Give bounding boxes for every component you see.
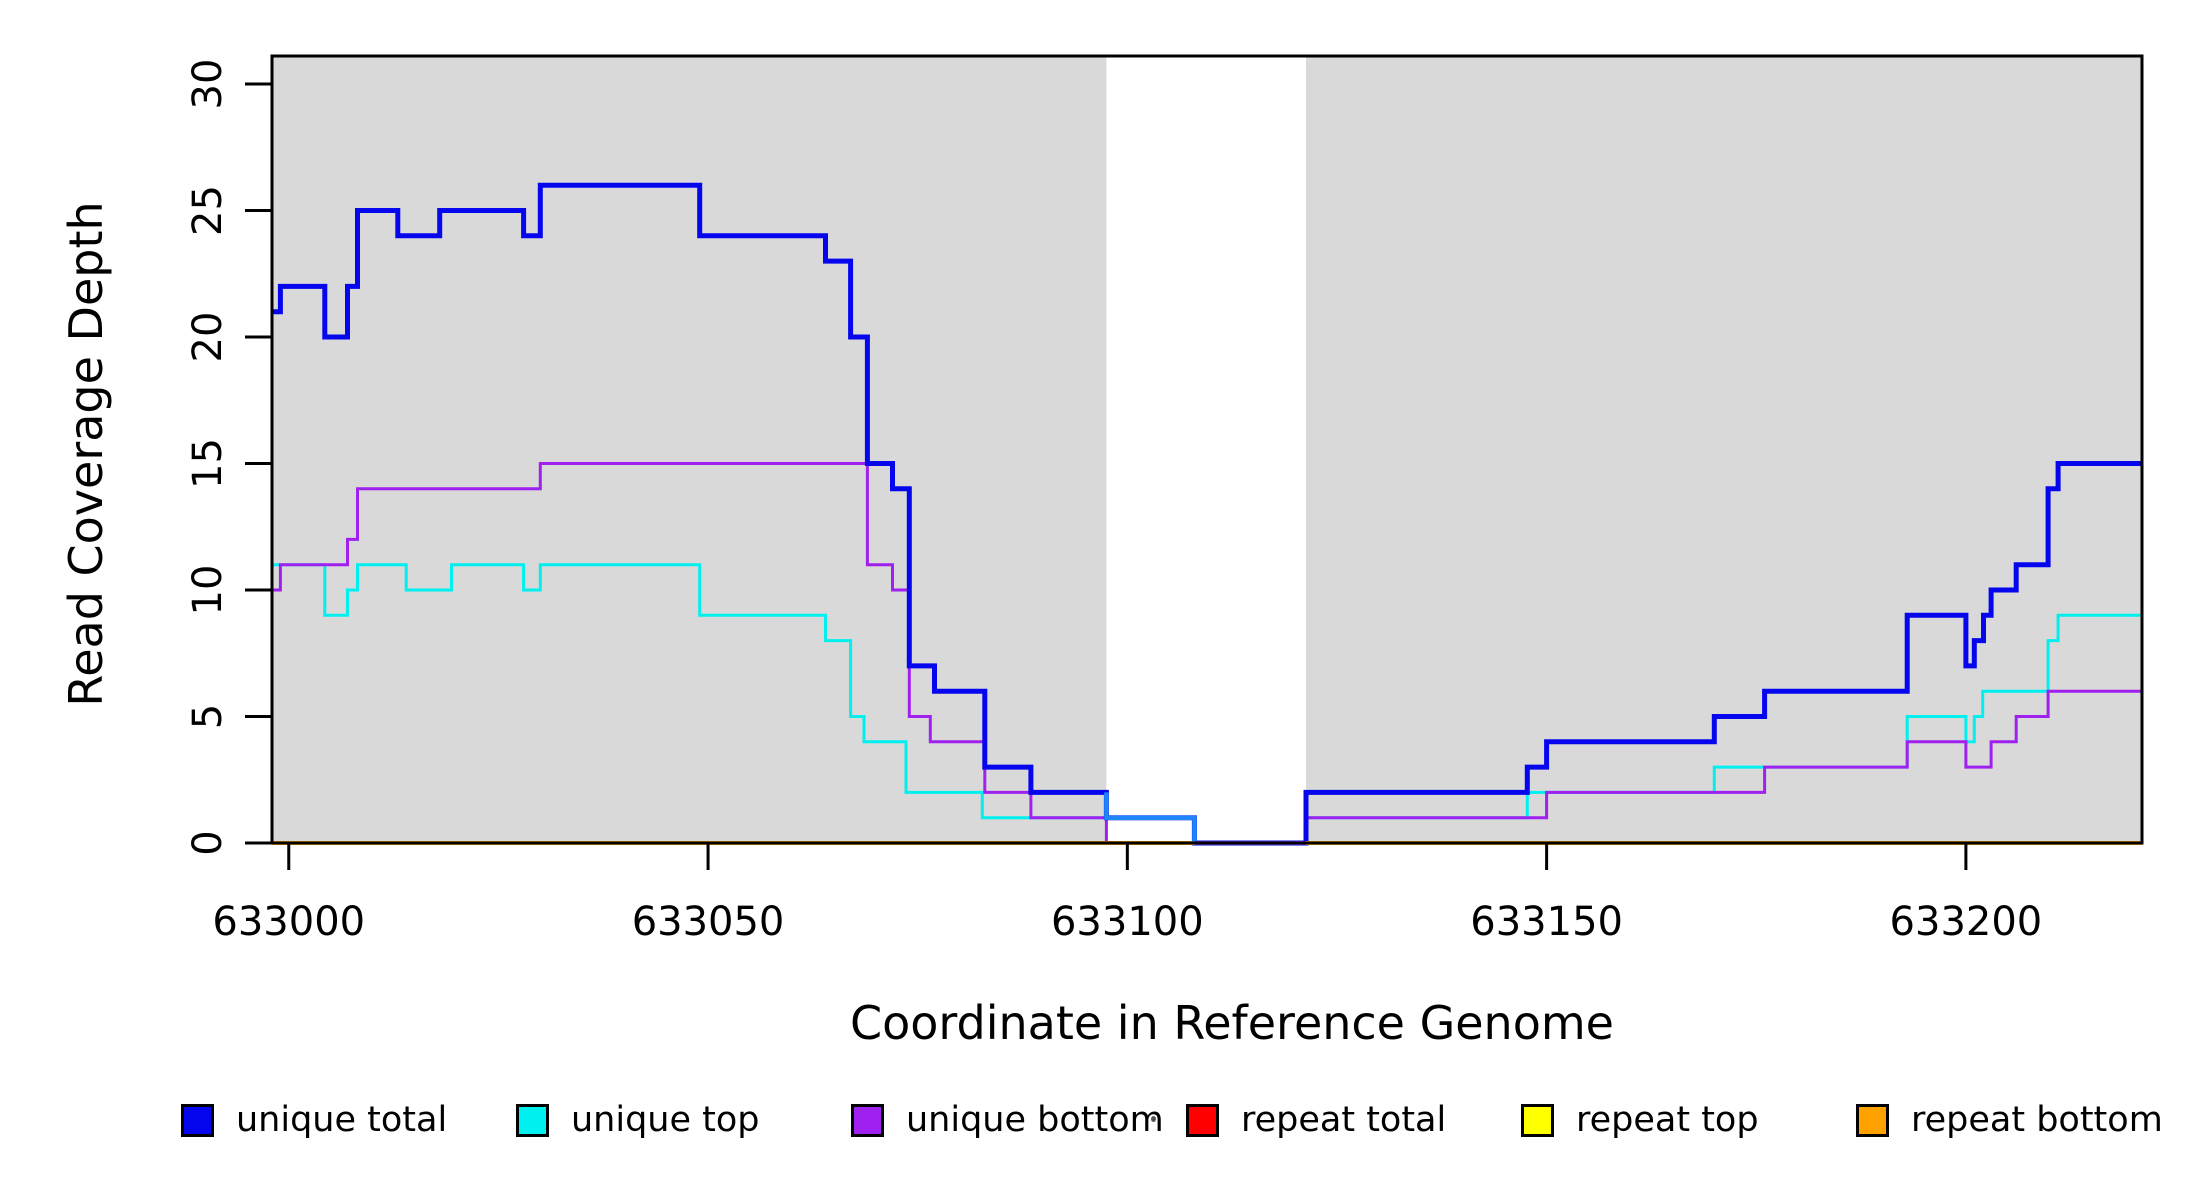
y-tick-label: 25: [185, 185, 231, 236]
y-tick-label: 5: [185, 704, 231, 729]
shaded-region: [272, 56, 1107, 843]
plot-background-regions: [272, 56, 2142, 843]
unique-top-line: [272, 563, 2142, 845]
legend-item-unique-total: unique total: [181, 1100, 447, 1140]
y-axis-ticks: 0 5 10 15 20 25 30: [185, 59, 272, 856]
total-top-overlap-segment: [1104, 792, 1197, 843]
x-tick-label: 633000: [212, 899, 365, 945]
stray-mark: [1151, 1116, 1156, 1122]
shaded-region: [1305, 56, 2142, 843]
unique-top-swatch-icon: [516, 1103, 549, 1137]
x-tick-label: 633150: [1470, 899, 1623, 945]
x-axis-ticks: 633000 633050 633100 633150 633200: [212, 843, 2042, 945]
plot-border: [270, 54, 2144, 845]
unique-bottom-line: [272, 462, 2142, 845]
x-tick-label: 633100: [1051, 899, 1204, 945]
legend-item-unique-bottom: unique bottom: [851, 1100, 1164, 1140]
legend-label: repeat top: [1576, 1100, 1759, 1140]
y-tick-label: 10: [185, 565, 231, 616]
repeat-bottom-swatch-icon: [1856, 1103, 1889, 1137]
x-tick-label: 633200: [1890, 899, 2043, 945]
legend-item-repeat-bottom: repeat bottom: [1856, 1100, 2163, 1140]
y-tick-label: 15: [185, 438, 231, 489]
legend-item-repeat-top: repeat top: [1521, 1100, 1759, 1140]
unique-total-swatch-icon: [181, 1103, 214, 1137]
legend-item-repeat-total: repeat total: [1186, 1100, 1446, 1140]
repeat-total-swatch-icon: [1186, 1103, 1219, 1137]
legend-label: unique top: [571, 1100, 760, 1140]
y-axis-title: Read Coverage Depth: [59, 201, 113, 707]
legend-label: unique total: [236, 1100, 448, 1140]
x-axis-title: Coordinate in Reference Genome: [850, 996, 1614, 1050]
y-tick-label: 0: [185, 830, 231, 855]
unique-total-line: [272, 182, 2142, 846]
x-tick-label: 633050: [632, 899, 785, 945]
repeat-top-swatch-icon: [1521, 1103, 1554, 1137]
legend: unique total unique top unique bottom repea…: [0, 1100, 2200, 1160]
legend-label: repeat bottom: [1911, 1100, 2163, 1140]
y-tick-label: 20: [185, 312, 231, 363]
plot-frame: [270, 54, 2144, 845]
legend-item-unique-top: unique top: [516, 1100, 760, 1140]
legend-label: repeat total: [1241, 1100, 1447, 1140]
legend-label: unique bottom: [906, 1100, 1164, 1140]
y-tick-label: 30: [185, 59, 231, 110]
unique-bottom-swatch-icon: [851, 1103, 884, 1137]
